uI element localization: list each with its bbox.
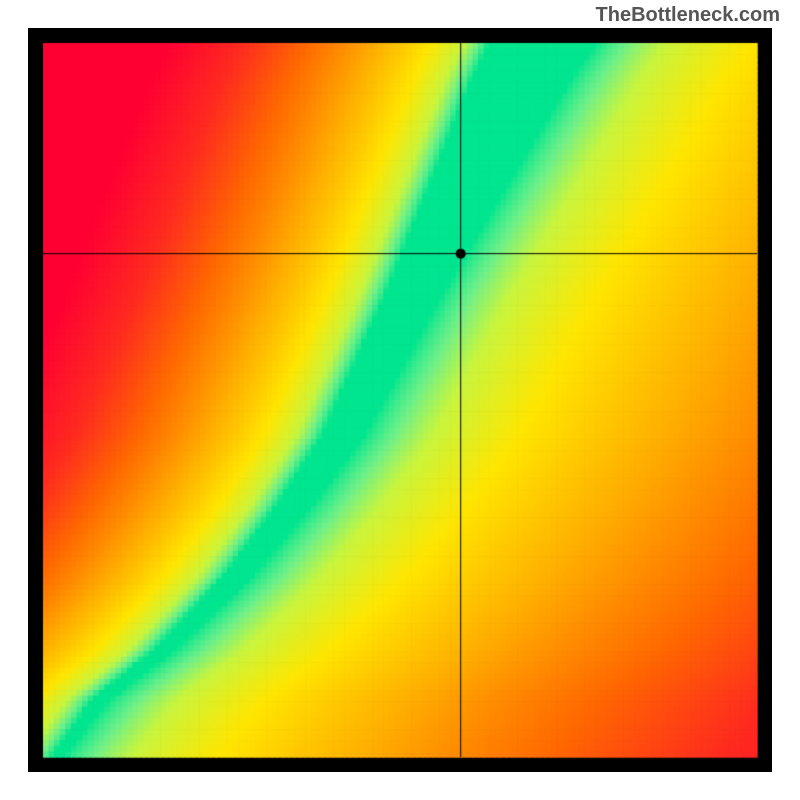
heatmap-frame (28, 28, 772, 772)
watermark-text: TheBottleneck.com (596, 4, 780, 27)
heatmap-canvas (28, 28, 772, 772)
